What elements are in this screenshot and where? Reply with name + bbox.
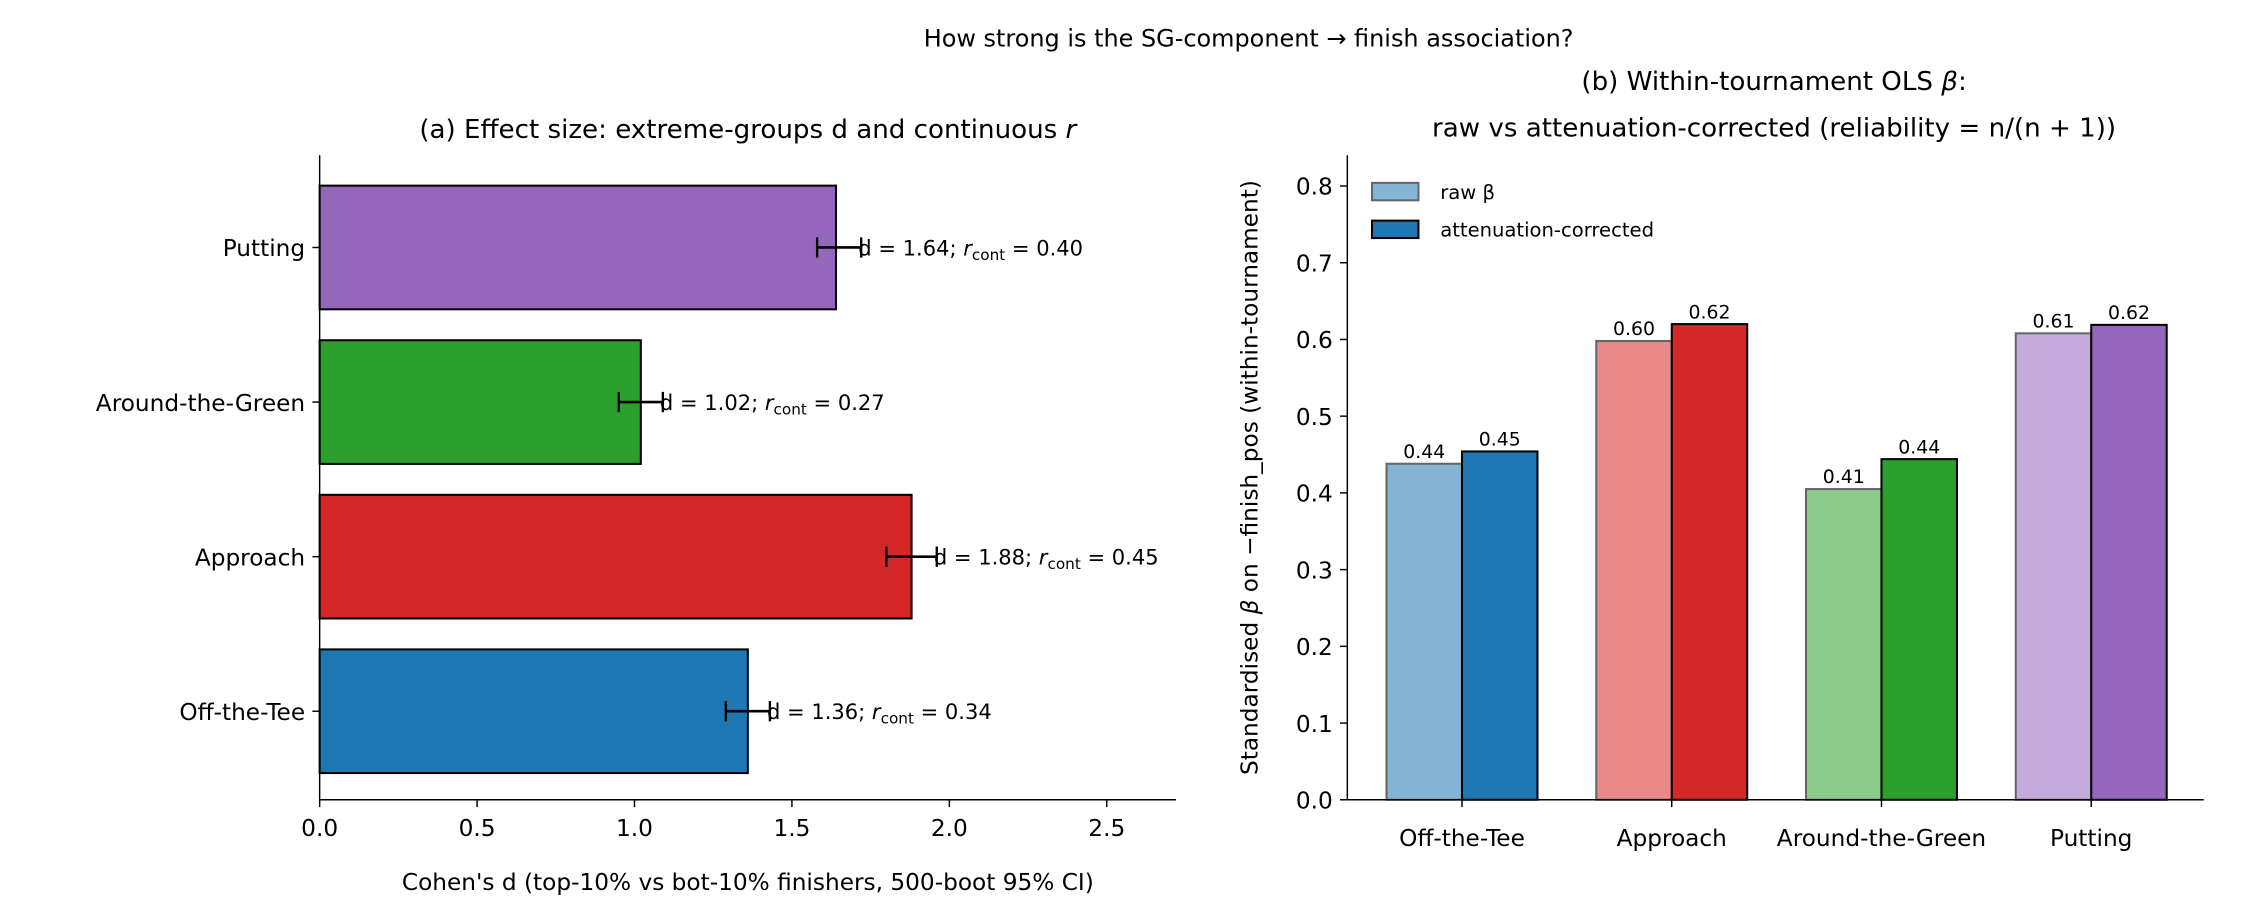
bar-annotation: d = 1.02; rcont = 0.27 — [660, 390, 885, 418]
x-tick-label: 0.0 — [301, 815, 338, 842]
bar-value-label: 0.44 — [1403, 441, 1445, 463]
x-tick-label: Off-the-Tee — [1399, 825, 1525, 852]
suptitle: How strong is the SG-component → finish … — [924, 24, 1574, 52]
y-axis-label: Standardised β on −finish_pos (within-to… — [1236, 180, 1263, 775]
bar-value-label: 0.61 — [2032, 311, 2074, 333]
panel-a: (a) Effect size: extreme-groups d and co… — [96, 115, 1177, 896]
bar-putting — [318, 184, 838, 311]
x-tick-label: 2.0 — [931, 815, 968, 842]
bar-off-the-tee-corrected — [1460, 450, 1539, 801]
x-tick-label: Approach — [1617, 825, 1727, 852]
legend-label: raw β — [1440, 181, 1495, 204]
x-axis-label: Cohen's d (top-10% vs bot-10% finishers,… — [402, 869, 1094, 896]
bar-value-label: 0.45 — [1479, 429, 1521, 451]
bar-off-the-tee-raw — [1385, 462, 1464, 801]
bar-putting-corrected — [2090, 323, 2168, 801]
bar-value-label: 0.62 — [2108, 302, 2150, 324]
x-tick-label: 0.5 — [459, 815, 496, 842]
panel-b-title-line1: (b) Within-tournament OLS β: — [1581, 67, 1966, 97]
bar-approach — [318, 493, 913, 620]
y-tick-label: Approach — [195, 544, 305, 571]
y-tick-label: 0.8 — [1296, 174, 1333, 201]
bar-annotation: d = 1.36; rcont = 0.34 — [767, 699, 992, 727]
bar-around-the-green — [318, 339, 642, 465]
panel-b-title-line2: raw vs attenuation-corrected (reliabilit… — [1432, 113, 2116, 143]
y-tick-label: Around-the-Green — [96, 390, 305, 417]
y-tick-label: Putting — [223, 235, 305, 262]
legend-label: attenuation-corrected — [1440, 219, 1654, 242]
x-tick-label: 1.0 — [616, 815, 653, 842]
x-tick-label: 2.5 — [1088, 815, 1125, 842]
bar-value-label: 0.44 — [1898, 436, 1940, 458]
panel-a-title: (a) Effect size: extreme-groups d and co… — [419, 115, 1078, 145]
bar-value-label: 0.41 — [1823, 466, 1865, 488]
bar-approach-corrected — [1670, 323, 1749, 801]
bar-off-the-tee — [318, 648, 749, 775]
y-tick-label: Off-the-Tee — [179, 699, 305, 726]
legend-swatch — [1370, 219, 1420, 240]
bar-annotation: d = 1.88; rcont = 0.45 — [934, 545, 1159, 573]
bar-annotation: d = 1.64; rcont = 0.40 — [858, 235, 1083, 263]
bar-around-the-green-raw — [1804, 488, 1883, 801]
bar-putting-raw — [2014, 332, 2093, 801]
y-tick-label: 0.4 — [1296, 481, 1333, 508]
y-tick-label: 0.3 — [1296, 557, 1333, 584]
y-tick-label: 0.1 — [1296, 711, 1333, 738]
legend-swatch — [1370, 181, 1420, 202]
bar-approach-raw — [1595, 339, 1673, 801]
bar-value-label: 0.60 — [1613, 318, 1655, 340]
y-tick-label: 0.7 — [1296, 250, 1333, 277]
x-tick-label: 1.5 — [773, 815, 810, 842]
y-tick-label: 0.2 — [1296, 634, 1333, 661]
y-tick-label: 0.5 — [1296, 404, 1333, 431]
x-tick-label: Putting — [2050, 825, 2132, 852]
y-tick-label: 0.0 — [1296, 787, 1333, 814]
bar-value-label: 0.62 — [1688, 301, 1730, 323]
x-tick-label: Around-the-Green — [1777, 825, 1986, 852]
panel-b: (b) Within-tournament OLS β: 0.44 0.45 Off-… — [1236, 67, 2204, 852]
y-tick-label: 0.6 — [1296, 327, 1333, 354]
bar-around-the-green-corrected — [1880, 458, 1958, 801]
